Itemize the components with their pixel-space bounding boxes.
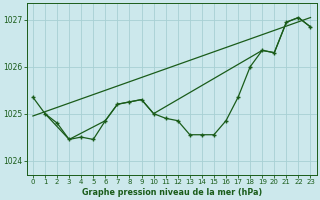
X-axis label: Graphe pression niveau de la mer (hPa): Graphe pression niveau de la mer (hPa) [82,188,262,197]
